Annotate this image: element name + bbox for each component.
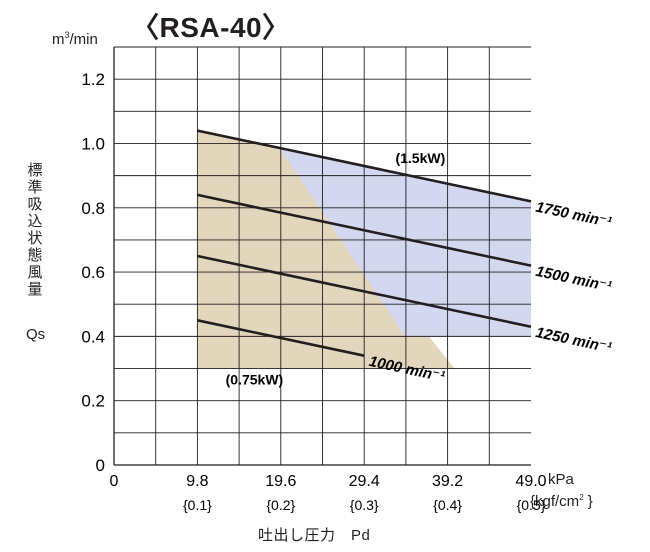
x-tick-label: 19.6 [265, 473, 296, 490]
x-tick-sublabel: {0.4} [433, 497, 462, 513]
y-tick-label: 1.0 [81, 134, 105, 153]
x-axis-label: 吐出し圧力 Pd [258, 527, 371, 544]
x-axis-unit: kPa [548, 471, 574, 488]
series-label-1: 1500 min⁻¹ [534, 263, 613, 296]
x-tick-label: 9.8 [186, 473, 208, 490]
y-axis-unit-base: m [52, 31, 65, 48]
annotation-0: (1.5kW) [395, 150, 445, 166]
x-axis-unit-alt-rest: } [583, 493, 593, 510]
series-label-0: 1750 min⁻¹ [534, 199, 613, 232]
x-tick-label: 0 [110, 473, 119, 490]
chart-title: 〈RSA-40〉 [131, 12, 291, 43]
x-tick-sublabel: {0.3} [350, 497, 379, 513]
y-tick-label: 1.2 [81, 70, 105, 89]
y-tick-label: 0.4 [81, 327, 105, 346]
y-tick-label: 0.6 [81, 263, 105, 282]
series-line-1 [197, 193, 532, 267]
x-axis-unit-alt-base: {kgf/cm [530, 493, 580, 510]
series-line-0 [197, 129, 532, 203]
series-line-3 [197, 319, 365, 357]
y-axis-unit: m3/min [52, 30, 98, 48]
x-tick-sublabel: {0.1} [183, 497, 212, 513]
y-axis-unit-rest: /min [69, 31, 98, 48]
y-axis-label: 標 準 吸 込 状 態 風 量 [27, 162, 43, 298]
x-tick-sublabel: {0.2} [266, 497, 295, 513]
y-tick-label: 0.2 [81, 392, 105, 411]
x-tick-sublabel: {0.5} [517, 497, 546, 513]
x-axis-unit-alt: {kgf/cm2 } [530, 493, 593, 510]
y-axis-symbol: Qs [26, 326, 46, 343]
annotation-1: (0.75kW) [226, 372, 284, 388]
x-tick-label: 49.0 [515, 473, 546, 490]
y-axis-unit-exponent: 3 [64, 30, 70, 40]
x-tick-label: 39.2 [432, 473, 463, 490]
y-tick-label: 0 [96, 456, 105, 475]
y-tick-label: 0.8 [81, 199, 105, 218]
series-label-2: 1250 min⁻¹ [534, 324, 613, 357]
x-axis-unit-alt-exponent: 2 [579, 493, 584, 502]
series-line-2 [197, 254, 532, 329]
x-tick-label: 29.4 [349, 473, 380, 490]
